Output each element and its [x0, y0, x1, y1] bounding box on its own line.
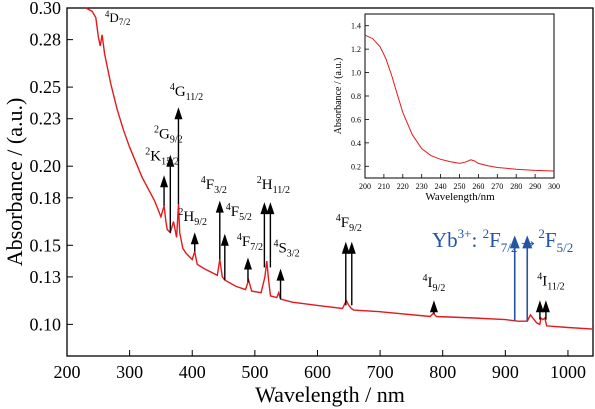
main-x-tick-label: 400: [179, 362, 206, 382]
transition-label: 4F7/2: [237, 232, 263, 253]
inset-y-tick-label: 1.2: [351, 45, 361, 54]
inset-x-axis: 200 210 220 230 240 250 260 270 280 290 300: [359, 174, 560, 191]
transition-arrowhead: [215, 200, 224, 213]
annotation-4G11-2: 4G11/2: [170, 82, 203, 205]
inset-x-tick-label: 270: [491, 182, 503, 191]
transition-label: 2G9/2: [154, 125, 183, 146]
main-y-axis: 0.10 0.13 0.15 0.18 0.20 0.23 0.25 0.28 0.30: [30, 0, 73, 334]
inset-y-tick-label: 0.4: [351, 139, 361, 148]
inset-series-line: [364, 34, 555, 172]
transition-label: 4S3/2: [273, 238, 299, 259]
inset-y-axis-label: Absorbance / (a.u.): [333, 58, 344, 135]
yb-transition-label: Yb3+: 2F7/2→2F5/2: [432, 226, 573, 255]
inset-x-axis-label: Wavelength/nm: [425, 191, 495, 203]
main-y-tick-label: 0.30: [30, 0, 62, 18]
annotation-4F3-2: 4F3/2: [201, 175, 227, 260]
main-x-axis: 200 300 400 500 600 700 800 900 1000: [54, 350, 586, 382]
transition-arrowhead: [429, 300, 438, 313]
annotation-2K15-2: 2K15/2: [145, 147, 179, 206]
annotation-4I11-2: 4I11/2: [535, 272, 565, 320]
inset-x-tick-label: 260: [472, 182, 484, 191]
inset-x-tick-label: 230: [416, 182, 428, 191]
yb-transition: Yb3+: 2F7/2→2F5/2: [432, 226, 573, 322]
inset-x-tick-label: 200: [359, 182, 371, 191]
annotation-4S3-2: 4S3/2: [273, 238, 300, 300]
annotation-4I9-2: 4I9/2: [423, 273, 446, 314]
transition-arrowhead: [541, 300, 550, 313]
main-y-tick-label: 0.13: [30, 267, 62, 287]
transition-annotations: 4D7/2 2K15/22G9/2 4G11/2 2H9/2 4F3/2 4F5/2 4F7…: [105, 9, 565, 320]
transition-label: 4F3/2: [201, 175, 227, 196]
transition-arrowhead: [276, 268, 285, 281]
transition-arrowhead: [243, 257, 252, 270]
inset-plot-frame: [364, 13, 555, 179]
transition-label: 2K15/2: [145, 147, 179, 168]
transition-arrowhead: [174, 107, 183, 120]
inset-x-tick-label: 300: [548, 182, 560, 191]
main-x-tick-label: 1000: [550, 362, 586, 382]
transition-arrowhead: [160, 175, 169, 188]
transition-arrowhead: [266, 202, 275, 215]
inset-y-tick-label: 0.6: [351, 115, 361, 124]
main-y-tick-label: 0.23: [30, 109, 62, 129]
transition-arrowhead: [220, 233, 229, 246]
main-x-tick-label: 800: [429, 362, 456, 382]
annotation-2G9-2: 2G9/2: [154, 125, 183, 233]
transition-arrowhead: [347, 241, 356, 254]
main-y-tick-label: 0.25: [30, 77, 62, 97]
main-y-axis-label: Absorbance / (a.u.): [2, 98, 27, 267]
main-y-tick-label: 0.28: [30, 30, 62, 50]
transition-arrowhead: [535, 300, 544, 313]
transition-label: 4D7/2: [105, 9, 130, 27]
inset-x-tick-label: 250: [454, 182, 466, 191]
main-x-tick-label: 200: [54, 362, 81, 382]
transition-arrowhead: [190, 232, 199, 245]
yb-transition-arrowhead: [522, 235, 533, 249]
main-y-tick-label: 0.18: [30, 188, 62, 208]
main-plot-frame: [66, 7, 594, 357]
transition-arrowhead: [341, 241, 350, 254]
annotation-4D7-2: 4D7/2: [105, 9, 130, 27]
main-x-axis-label: Wavelength / nm: [255, 382, 405, 407]
inset-y-tick-label: 0.2: [351, 162, 361, 171]
transition-label: 4I11/2: [537, 272, 564, 293]
inset-x-tick-label: 240: [435, 182, 447, 191]
main-x-tick-label: 500: [241, 362, 268, 382]
main-y-tick-label: 0.20: [30, 156, 62, 176]
inset-x-tick-label: 280: [510, 182, 522, 191]
main-x-tick-label: 600: [304, 362, 331, 382]
transition-label: 2H9/2: [178, 207, 207, 228]
main-x-tick-label: 300: [116, 362, 143, 382]
yb-transition-arrowhead: [509, 235, 520, 249]
transition-arrowhead: [166, 154, 175, 167]
main-y-tick-label: 0.10: [30, 314, 62, 334]
annotation-4F9-2: 4F9/2: [336, 213, 362, 306]
transition-label: 4I9/2: [423, 273, 446, 294]
transition-arrowhead: [260, 202, 269, 215]
main-series-line: [85, 7, 594, 330]
inset-x-tick-label: 220: [397, 182, 409, 191]
annotation-4F5-2: 4F5/2: [220, 202, 252, 281]
annotation-4F7-2: 4F7/2: [237, 232, 263, 282]
transition-label: 4F5/2: [226, 202, 252, 223]
annotation-2H9-2: 2H9/2: [178, 207, 207, 252]
inset-y-tick-label: 1.0: [351, 69, 361, 78]
main-x-tick-label: 900: [492, 362, 519, 382]
transition-label: 4G11/2: [170, 82, 203, 103]
main-x-tick-label: 700: [367, 362, 394, 382]
inset-x-tick-label: 210: [378, 182, 390, 191]
annotation-2H11-2: 2H11/2: [257, 175, 290, 268]
inset-x-tick-label: 290: [529, 182, 541, 191]
inset-y-tick-label: 1.4: [351, 22, 361, 31]
inset-y-axis: 0.2 0.4 0.6 0.8 1.0 1.2 1.4: [351, 22, 369, 171]
transition-label: 4F9/2: [336, 213, 362, 234]
inset-y-tick-label: 0.8: [351, 92, 361, 101]
main-y-tick-label: 0.15: [30, 235, 62, 255]
transition-label: 2H11/2: [257, 175, 290, 196]
